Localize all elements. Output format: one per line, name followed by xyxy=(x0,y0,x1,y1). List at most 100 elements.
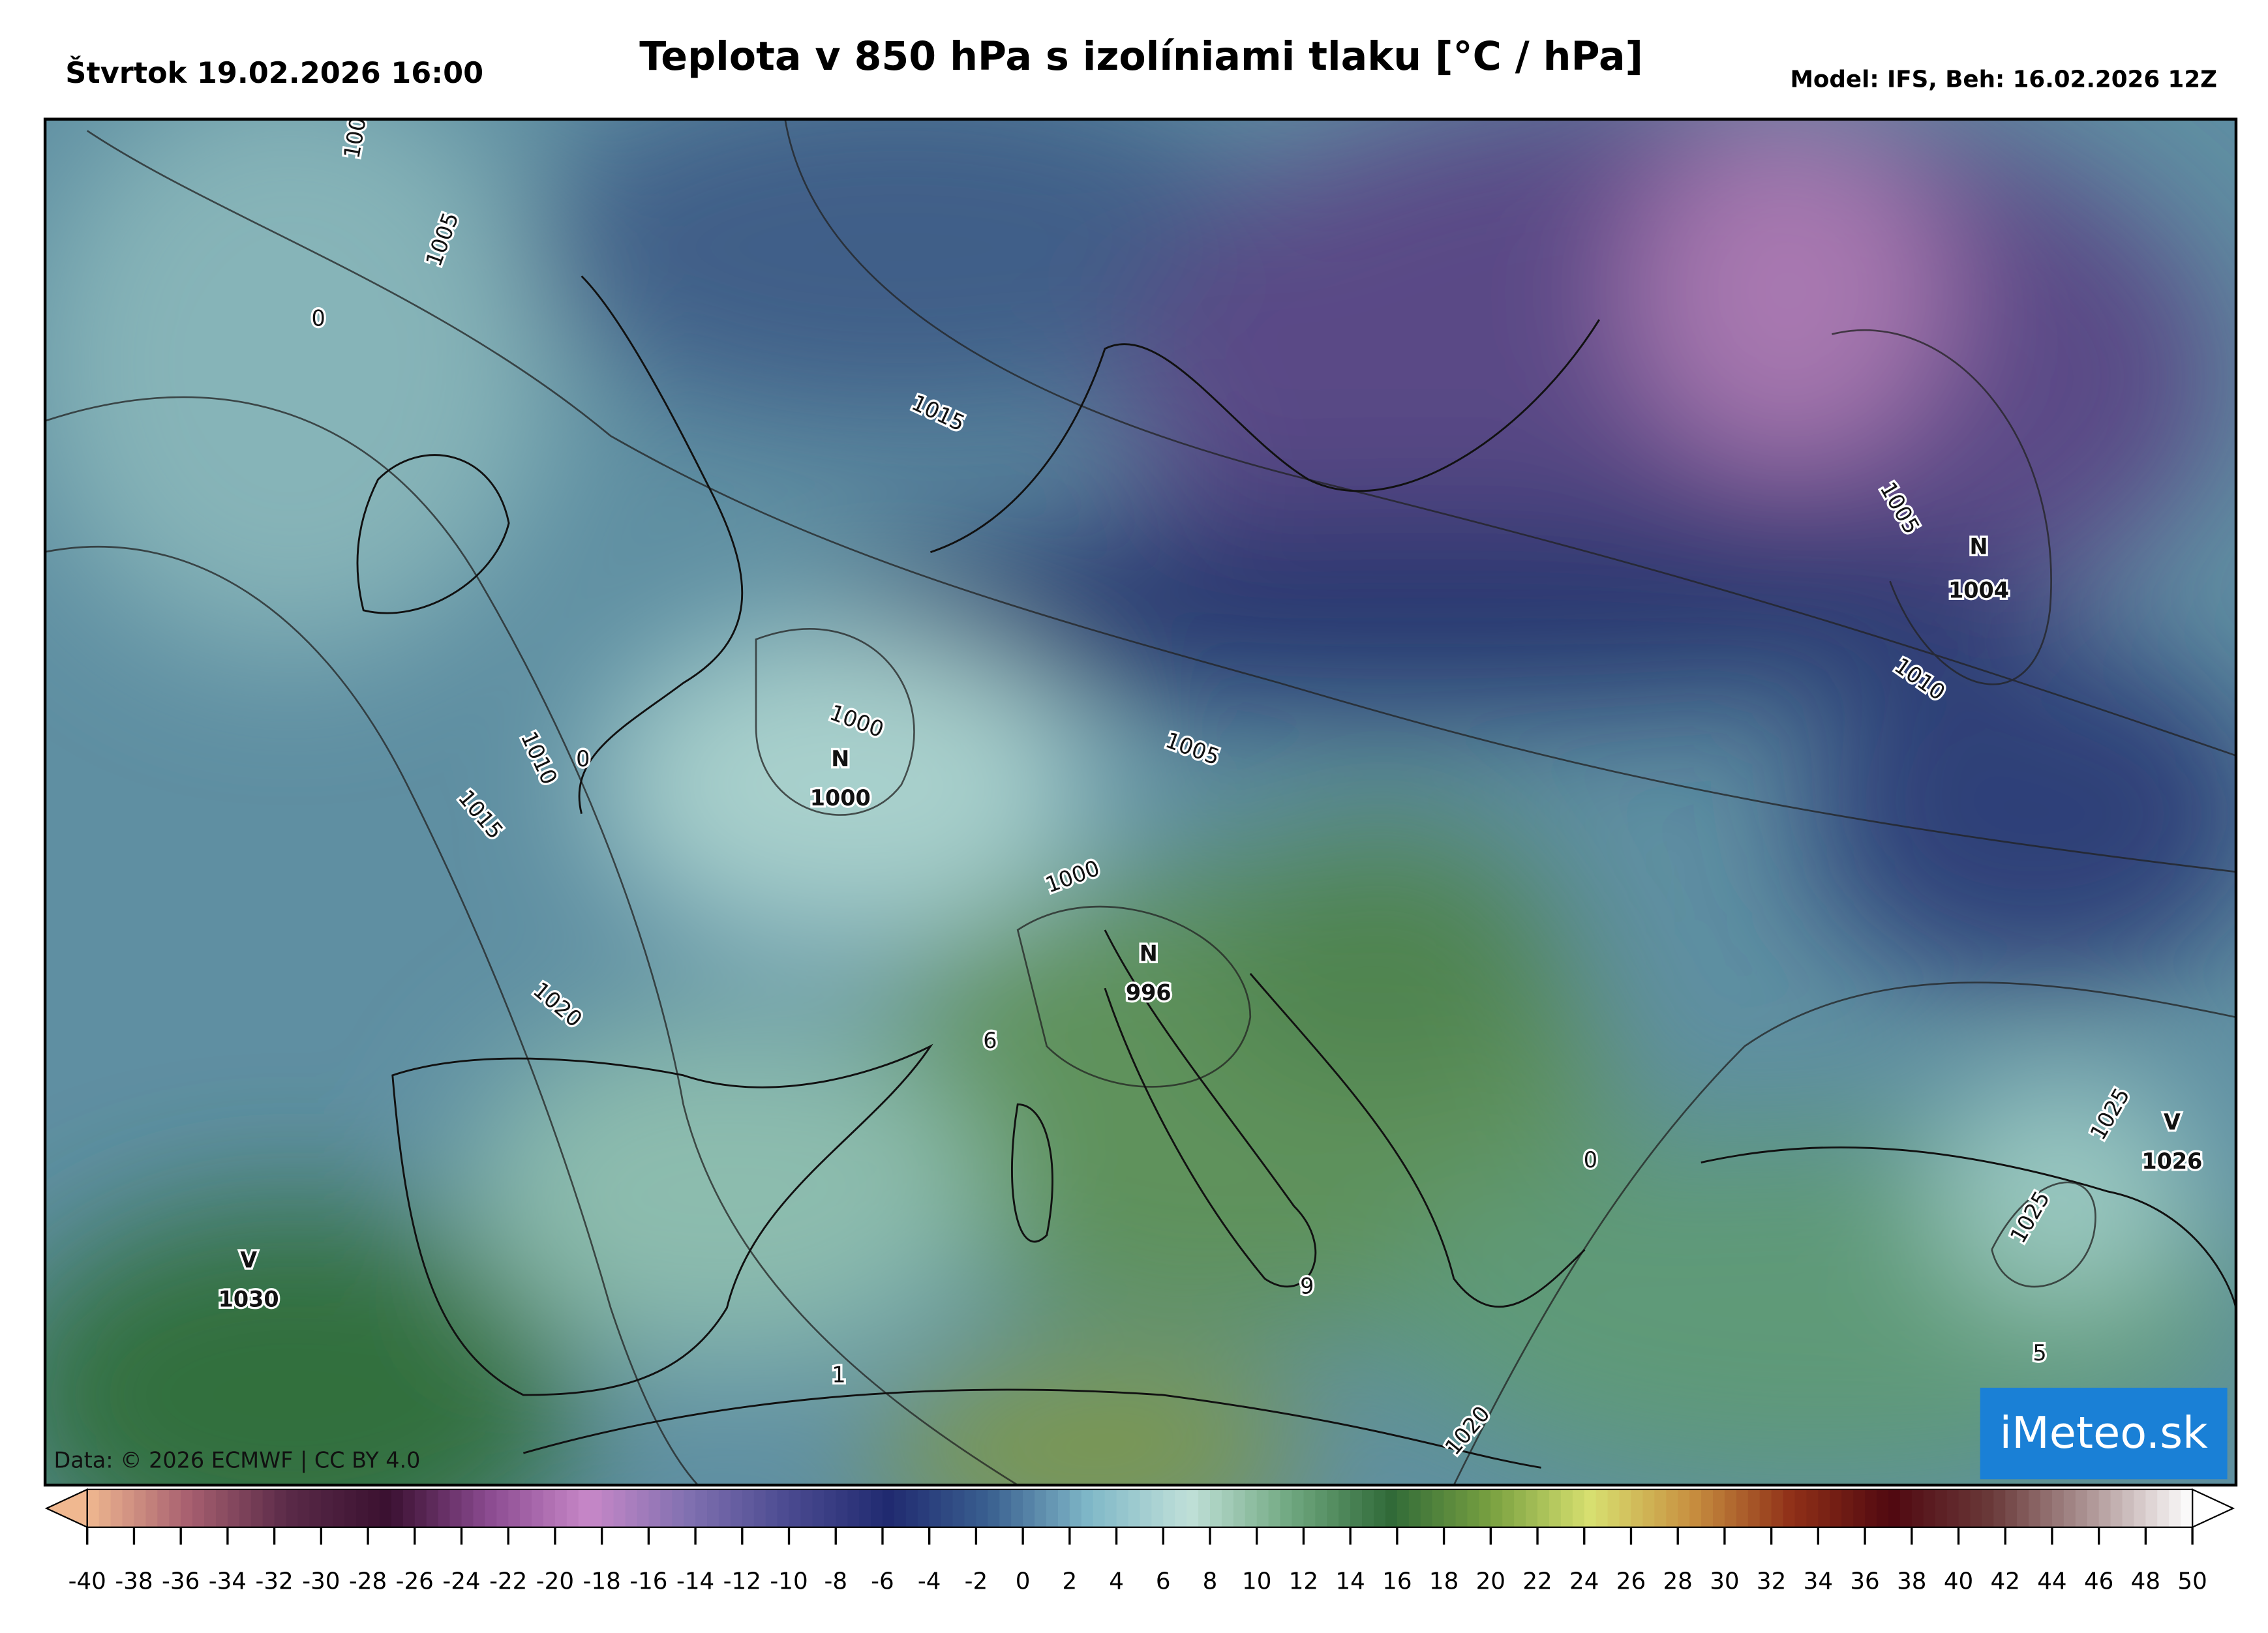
colorbar-swatch xyxy=(777,1489,790,1527)
pressure-center-value: 1030 xyxy=(219,1287,279,1312)
colorbar-swatch xyxy=(1490,1489,1504,1527)
colorbar-tick-label: -20 xyxy=(536,1568,574,1595)
colorbar-swatch xyxy=(1572,1489,1585,1527)
colorbar-swatch xyxy=(543,1489,556,1527)
colorbar-swatch xyxy=(1256,1489,1269,1527)
colorbar-extend-low xyxy=(44,1488,88,1529)
colorbar-swatch xyxy=(1607,1489,1620,1527)
colorbar-frame xyxy=(86,1488,2194,1528)
colorbar-swatch xyxy=(1362,1489,1374,1527)
colorbar-swatch xyxy=(672,1489,685,1527)
colorbar-swatch xyxy=(1841,1489,1854,1527)
colorbar-swatch xyxy=(684,1489,696,1527)
colorbar-swatch xyxy=(333,1489,346,1527)
contour-label: 9 xyxy=(1300,1274,1314,1299)
colorbar-swatch xyxy=(1935,1489,1948,1527)
colorbar-swatch xyxy=(1514,1489,1526,1527)
colorbar-swatch xyxy=(1631,1489,1644,1527)
colorbar-swatch xyxy=(2145,1489,2158,1527)
colorbar-tick-label: 44 xyxy=(2037,1568,2066,1595)
pressure-center-type: V xyxy=(2164,1109,2181,1135)
colorbar-tick-label: -36 xyxy=(162,1568,200,1595)
colorbar-swatch xyxy=(988,1489,1001,1527)
colorbar-swatch xyxy=(485,1489,498,1527)
colorbar-tick-label: -38 xyxy=(115,1568,153,1595)
colorbar-swatch xyxy=(1712,1489,1725,1527)
colorbar-swatch xyxy=(1783,1489,1796,1527)
colorbar-swatch xyxy=(2075,1489,2088,1527)
colorbar-swatch xyxy=(1946,1489,1959,1527)
colorbar-swatch xyxy=(800,1489,813,1527)
colorbar-swatch xyxy=(2087,1489,2100,1527)
colorbar-swatch xyxy=(695,1489,708,1527)
colorbar-tick-label: -16 xyxy=(629,1568,667,1595)
colorbar-swatch xyxy=(964,1489,977,1527)
colorbar-swatch xyxy=(402,1489,416,1527)
colorbar-swatch xyxy=(2110,1489,2123,1527)
colorbar-swatch xyxy=(613,1489,626,1527)
colorbar-swatch xyxy=(379,1489,392,1527)
colorbar-swatch xyxy=(508,1489,521,1527)
colorbar-tick-label: -4 xyxy=(918,1568,941,1595)
colorbar-swatch xyxy=(1187,1489,1199,1527)
contour-label: 5 xyxy=(2033,1340,2046,1366)
colorbar-swatch xyxy=(1233,1489,1246,1527)
colorbar-swatch xyxy=(637,1489,650,1527)
colorbar-swatch xyxy=(1771,1489,1784,1527)
colorbar-swatch xyxy=(1140,1489,1153,1527)
colorbar-swatch xyxy=(2157,1489,2170,1527)
colorbar-swatch xyxy=(742,1489,755,1527)
colorbar-tick-label: 16 xyxy=(1382,1568,1412,1595)
colorbar-tick-label: 22 xyxy=(1522,1568,1552,1595)
valid-time: Štvrtok 19.02.2026 16:00 xyxy=(65,55,483,90)
colorbar-swatch xyxy=(1595,1489,1609,1527)
colorbar-swatch xyxy=(496,1489,509,1527)
colorbar-swatch xyxy=(473,1489,486,1527)
colorbar-tick-label: 48 xyxy=(2131,1568,2160,1595)
colorbar-swatch xyxy=(1678,1489,1691,1527)
colorbar-tick-label: 40 xyxy=(1944,1568,1973,1595)
pressure-center-type: N xyxy=(831,746,849,772)
colorbar-swatch xyxy=(836,1489,849,1527)
colorbar-swatch xyxy=(1958,1489,1971,1527)
colorbar-swatch xyxy=(941,1489,954,1527)
colorbar-tick-label: 24 xyxy=(1569,1568,1599,1595)
contour-label: 0 xyxy=(576,746,590,772)
colorbar-swatch xyxy=(1923,1489,1936,1527)
colorbar-swatch xyxy=(1689,1489,1702,1527)
colorbar-swatch xyxy=(1806,1489,1819,1527)
colorbar-swatch xyxy=(414,1489,427,1527)
colorbar-swatch xyxy=(1128,1489,1141,1527)
colorbar-swatch xyxy=(1666,1489,1679,1527)
colorbar-swatch xyxy=(1350,1489,1363,1527)
colorbar-swatch xyxy=(1876,1489,1889,1527)
colorbar-swatch xyxy=(601,1489,614,1527)
colorbar-swatch xyxy=(157,1489,170,1527)
colorbar-tick-label: 26 xyxy=(1616,1568,1646,1595)
colorbar-swatch xyxy=(707,1489,719,1527)
contour-label: 6 xyxy=(983,1028,997,1053)
pressure-center-value: 1000 xyxy=(810,785,871,811)
colorbar-tick-label: 4 xyxy=(1109,1568,1124,1595)
colorbar-swatch xyxy=(1759,1489,1772,1527)
colorbar-swatch xyxy=(461,1489,474,1527)
colorbar-swatch xyxy=(297,1489,310,1527)
colorbar-swatch xyxy=(1209,1489,1222,1527)
colorbar-swatch xyxy=(356,1489,369,1527)
colorbar-tick-label: 12 xyxy=(1289,1568,1318,1595)
contour-label: 0 xyxy=(1584,1147,1597,1173)
colorbar-swatch xyxy=(1081,1489,1094,1527)
colorbar: -40 -38 -36 -34 -32 -30 -28 -26 -24 -22 -20 -18 -16-… xyxy=(44,1488,2235,1595)
colorbar-swatch xyxy=(1584,1489,1597,1527)
colorbar-swatch xyxy=(1526,1489,1538,1527)
colorbar-tick-label: 2 xyxy=(1062,1568,1077,1595)
colorbar-swatch xyxy=(648,1489,661,1527)
colorbar-tick-label: 32 xyxy=(1757,1568,1786,1595)
colorbar-swatch xyxy=(1818,1489,1831,1527)
colorbar-swatch xyxy=(321,1489,334,1527)
colorbar-swatch xyxy=(929,1489,942,1527)
colorbar-swatch xyxy=(882,1489,895,1527)
colorbar-swatch xyxy=(532,1489,544,1527)
colorbar-tick-label: -22 xyxy=(489,1568,527,1595)
model-info: Model: IFS, Beh: 16.02.2026 12Z xyxy=(1790,67,2217,93)
